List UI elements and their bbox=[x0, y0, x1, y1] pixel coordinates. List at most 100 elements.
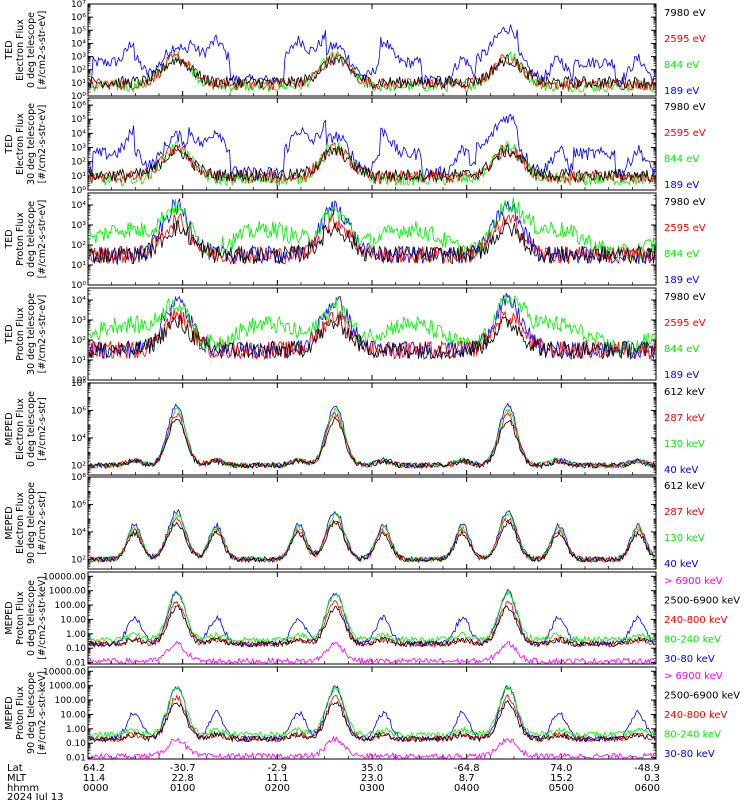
y-tick-label: 10⁶ bbox=[71, 101, 86, 111]
y-tick-label: 0.10 bbox=[66, 644, 86, 654]
x-tick-label-lat: -2.9 bbox=[268, 763, 288, 774]
series-612-kev bbox=[88, 415, 656, 469]
y-tick-label: 10⁴ bbox=[71, 528, 86, 538]
series-2595-ev bbox=[88, 52, 656, 91]
x-tick-label-lat: 74.0 bbox=[550, 763, 572, 774]
y-axis-label: [#/cm2-s-str-eV] bbox=[37, 11, 48, 90]
y-tick-label: 1.00 bbox=[66, 630, 86, 640]
legend-entry: 2595 eV bbox=[664, 223, 706, 234]
x-tick-label-mlt: 15.2 bbox=[550, 773, 572, 784]
y-tick-label: 10¹ bbox=[71, 172, 86, 182]
y-axis-label: TED bbox=[4, 229, 15, 249]
y-axis-label: 90 deg telescope bbox=[26, 672, 37, 754]
y-tick-label: 100.00 bbox=[55, 601, 87, 611]
x-tick-label-hhmm: 0000 bbox=[83, 783, 108, 794]
x-tick-label-mlt: 11.1 bbox=[266, 773, 288, 784]
panel-6: 10² 10⁴ 10⁶ 10⁸ MEPED Electron Flux 90 deg tel… bbox=[4, 473, 705, 570]
series-7980-ev bbox=[88, 314, 656, 360]
legend-entry: 287 keV bbox=[664, 413, 705, 424]
legend-entry: 2500-6900 keV bbox=[664, 691, 740, 702]
legend-entry: > 6900 keV bbox=[664, 671, 723, 682]
legend-entry: 30-80 keV bbox=[664, 654, 715, 665]
y-axis-label: 0 deg telescope bbox=[26, 580, 37, 656]
y-tick-label: 10¹ bbox=[71, 261, 86, 271]
y-axis-label: MEPED bbox=[4, 696, 15, 729]
panel-frame bbox=[87, 571, 657, 665]
y-tick-label: 1000.00 bbox=[49, 682, 86, 692]
x-tick-label-mlt: 0.3 bbox=[644, 773, 660, 784]
y-tick-label: 10³ bbox=[71, 316, 86, 326]
y-tick-label: 10³ bbox=[71, 221, 86, 231]
y-axis-label: [#/cm2-s-str] bbox=[37, 491, 48, 554]
series--6900-kev bbox=[88, 735, 656, 760]
legend-entry: 2595 eV bbox=[664, 34, 706, 45]
x-tick-label-lat: 64.2 bbox=[83, 763, 105, 774]
y-axis-label: 30 deg telescope bbox=[26, 103, 37, 185]
x-row-label-mlt: MLT bbox=[7, 773, 27, 784]
x-tick-label-mlt: 23.0 bbox=[361, 773, 383, 784]
y-tick-label: 10⁰ bbox=[71, 92, 86, 102]
y-tick-label: 10³ bbox=[71, 53, 86, 63]
y-axis-label: MEPED bbox=[4, 412, 15, 445]
legend-entry: 189 eV bbox=[664, 275, 699, 286]
y-axis-label: Proton Flux bbox=[15, 591, 26, 645]
x-tick-label-hhmm: 0100 bbox=[170, 783, 195, 794]
panel-5: 10² 10⁴ 10⁶ 10⁸ MEPED Electron Flux 0 deg tele… bbox=[4, 379, 705, 476]
legend-entry: 844 eV bbox=[664, 154, 699, 165]
y-axis-label: [#/cm2-s-str-keV] bbox=[37, 671, 48, 755]
x-tick-label-hhmm: 0200 bbox=[265, 783, 290, 794]
legend-entry: 2595 eV bbox=[664, 128, 706, 139]
panel-3: 10⁰ 10¹ 10² 10³ 10⁴ TED Proton Flux 0 deg teles… bbox=[4, 192, 706, 291]
legend-entry: 240-800 keV bbox=[664, 710, 728, 721]
y-tick-label: 0.01 bbox=[66, 754, 86, 764]
y-tick-label: 10⁴ bbox=[71, 296, 86, 306]
y-tick-label: 10⁴ bbox=[71, 129, 86, 139]
y-tick-label: 10⁴ bbox=[71, 434, 86, 444]
x-row-label-lat: Lat bbox=[7, 763, 23, 774]
series-612-kev bbox=[88, 518, 656, 564]
legend-entry: 7980 eV bbox=[664, 102, 706, 113]
x-tick-label-hhmm: 0400 bbox=[454, 783, 479, 794]
x-tick-label-mlt: 8.7 bbox=[459, 773, 475, 784]
x-tick-label-mlt: 22.8 bbox=[172, 773, 194, 784]
series-844-ev bbox=[88, 197, 656, 261]
series-2500-6900-kev bbox=[88, 604, 656, 648]
y-tick-label: 10⁴ bbox=[71, 39, 86, 49]
legend-entry: > 6900 keV bbox=[664, 576, 723, 587]
y-tick-label: 10⁴ bbox=[71, 201, 86, 211]
legend-entry: 612 keV bbox=[664, 387, 705, 398]
legend-entry: 844 eV bbox=[664, 249, 699, 260]
series--6900-kev bbox=[88, 640, 656, 665]
y-axis-label: Proton Flux bbox=[15, 686, 26, 740]
y-tick-label: 10⁰ bbox=[71, 376, 86, 386]
y-tick-label: 1000.00 bbox=[49, 587, 86, 597]
y-tick-label: 0.01 bbox=[66, 659, 86, 669]
series-189-ev bbox=[88, 24, 656, 88]
legend-entry: 189 eV bbox=[664, 86, 699, 97]
series-189-ev bbox=[88, 113, 656, 180]
y-axis-label: [#/cm2-s-str-eV] bbox=[37, 200, 48, 279]
y-axis-label: [#/cm2-s-str] bbox=[37, 397, 48, 460]
series-240-800-kev bbox=[88, 599, 656, 649]
series-130-kev bbox=[88, 407, 656, 470]
y-tick-label: 10.00 bbox=[60, 615, 86, 625]
x-tick-label-lat: 35.0 bbox=[361, 763, 383, 774]
y-axis-label: Electron Flux bbox=[15, 398, 26, 460]
panel-frame bbox=[87, 192, 657, 286]
y-axis-label: 0 deg telescope bbox=[26, 201, 37, 277]
panel-8: 0.01 0.10 1.00 10.00 100.00 1000.00 10000.00 ME… bbox=[4, 666, 740, 764]
series-80-240-kev bbox=[88, 684, 656, 739]
legend-entry: 189 eV bbox=[664, 180, 699, 191]
y-tick-label: 10⁷ bbox=[71, 0, 86, 10]
x-tick-label-hhmm: 0600 bbox=[635, 783, 660, 794]
legend-entry: 2500-6900 keV bbox=[664, 596, 740, 607]
y-axis-label: TED bbox=[4, 40, 15, 60]
y-axis-label: 90 deg telescope bbox=[26, 482, 37, 564]
x-tick-label-mlt: 11.4 bbox=[83, 773, 105, 784]
legend-entry: 40 keV bbox=[664, 559, 698, 570]
y-axis-label: TED bbox=[4, 324, 15, 344]
legend-entry: 30-80 keV bbox=[664, 749, 715, 760]
series-80-240-kev bbox=[88, 589, 656, 644]
series-2500-6900-kev bbox=[88, 699, 656, 743]
series-2595-ev bbox=[88, 309, 656, 361]
